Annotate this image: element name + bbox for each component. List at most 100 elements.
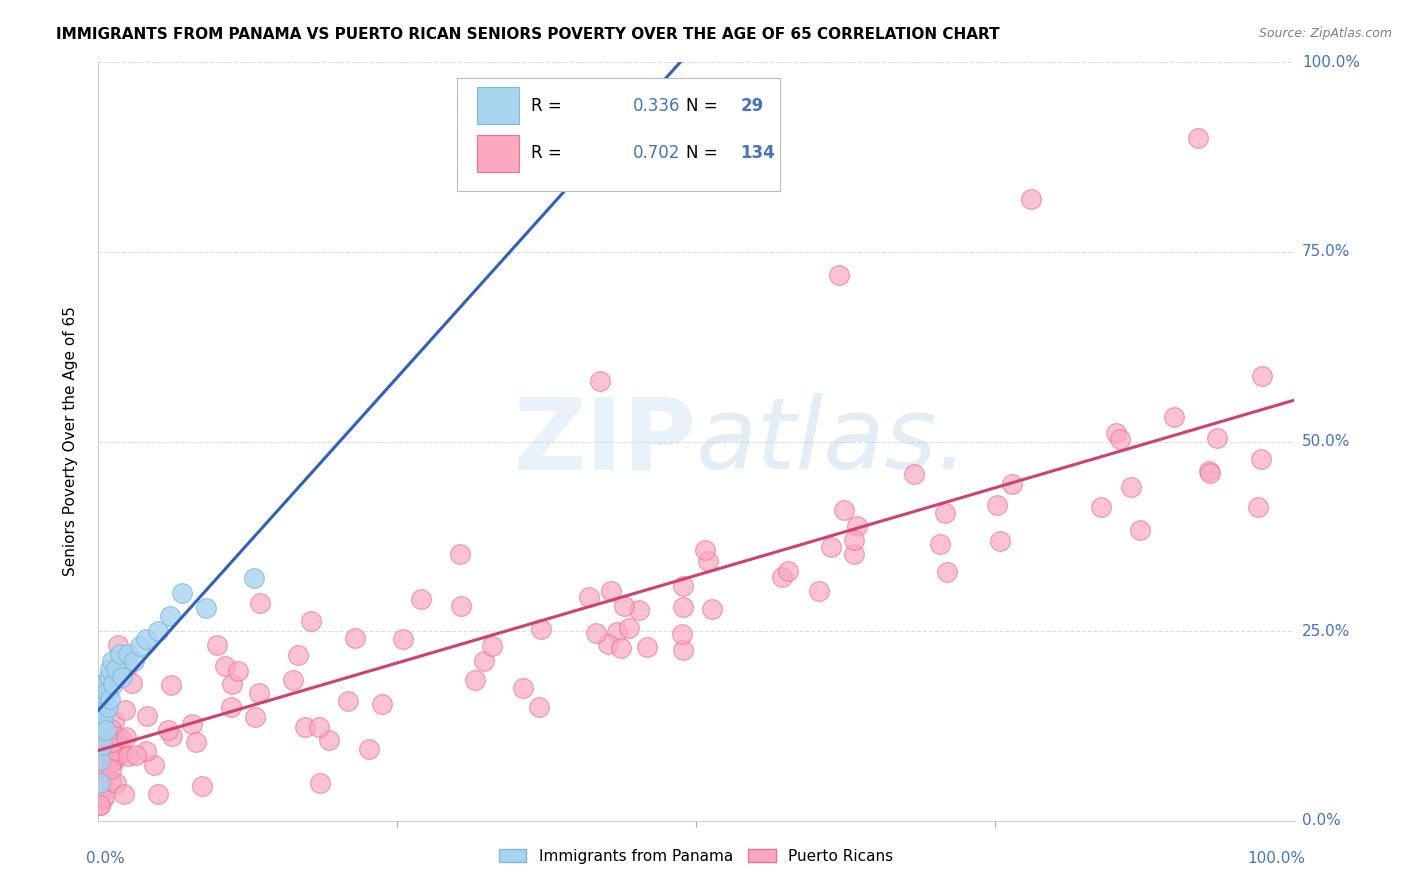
Point bbox=[988, 533, 1011, 548]
Point bbox=[129, 639, 152, 653]
Point bbox=[842, 548, 865, 562]
Point bbox=[820, 540, 842, 554]
Point bbox=[219, 700, 242, 714]
Point bbox=[90, 714, 112, 729]
Point bbox=[1199, 466, 1222, 480]
Point bbox=[832, 503, 855, 517]
Point bbox=[299, 614, 322, 628]
Point bbox=[143, 758, 166, 772]
Point bbox=[700, 602, 723, 616]
Point bbox=[93, 677, 115, 691]
Point bbox=[105, 739, 128, 753]
Point bbox=[172, 586, 194, 600]
Point bbox=[124, 655, 146, 669]
Point bbox=[100, 722, 122, 736]
Point bbox=[336, 694, 359, 708]
Point bbox=[148, 624, 170, 639]
Point bbox=[195, 601, 218, 615]
Point bbox=[610, 640, 633, 655]
Point bbox=[90, 723, 112, 737]
Point bbox=[103, 714, 125, 728]
Point bbox=[93, 707, 115, 722]
Bar bbox=[477, 136, 519, 171]
Point bbox=[1198, 464, 1220, 478]
FancyBboxPatch shape bbox=[457, 78, 780, 191]
Point bbox=[226, 664, 249, 678]
Point bbox=[90, 735, 112, 749]
Point bbox=[89, 753, 111, 767]
Text: N =: N = bbox=[686, 145, 723, 162]
Text: N =: N = bbox=[686, 96, 723, 115]
Point bbox=[111, 746, 134, 760]
Point bbox=[135, 744, 157, 758]
Point bbox=[90, 729, 112, 743]
Point bbox=[103, 732, 125, 747]
Point bbox=[1129, 523, 1152, 537]
Point bbox=[146, 787, 169, 801]
Point bbox=[100, 735, 122, 749]
Point bbox=[1001, 477, 1024, 491]
Point bbox=[776, 564, 799, 578]
Point bbox=[392, 632, 415, 646]
Point bbox=[409, 591, 432, 606]
Point bbox=[1019, 192, 1042, 206]
Point bbox=[117, 748, 139, 763]
Point bbox=[89, 684, 111, 698]
Point bbox=[159, 608, 181, 623]
Point bbox=[1187, 131, 1209, 145]
Point bbox=[807, 583, 830, 598]
Text: 0.702: 0.702 bbox=[633, 145, 681, 162]
Point bbox=[449, 547, 471, 561]
Point bbox=[90, 699, 112, 714]
Point bbox=[205, 638, 228, 652]
Point bbox=[104, 776, 127, 790]
Point bbox=[464, 673, 486, 687]
Point bbox=[627, 603, 650, 617]
Point bbox=[636, 640, 658, 654]
Point bbox=[90, 737, 112, 751]
Point bbox=[89, 721, 111, 735]
Point bbox=[104, 729, 127, 743]
Point bbox=[1206, 432, 1229, 446]
Point bbox=[184, 734, 207, 748]
Point bbox=[481, 640, 503, 654]
Bar bbox=[477, 87, 519, 124]
Point bbox=[846, 519, 869, 533]
Point bbox=[770, 570, 793, 584]
Point bbox=[91, 792, 114, 806]
Point bbox=[935, 566, 957, 580]
Point bbox=[929, 537, 952, 551]
Text: 25.0%: 25.0% bbox=[1302, 624, 1350, 639]
Point bbox=[357, 741, 380, 756]
Point bbox=[108, 647, 131, 661]
Point bbox=[1163, 410, 1185, 425]
Point bbox=[589, 374, 612, 388]
Point bbox=[585, 626, 607, 640]
Point bbox=[181, 717, 204, 731]
Point bbox=[93, 778, 115, 792]
Point bbox=[111, 669, 134, 683]
Point bbox=[343, 631, 366, 645]
Point bbox=[101, 755, 124, 769]
Point bbox=[243, 709, 266, 723]
Text: 100.0%: 100.0% bbox=[1302, 55, 1360, 70]
Point bbox=[842, 533, 865, 547]
Point bbox=[98, 662, 122, 676]
Point bbox=[89, 707, 111, 722]
Text: atlas.: atlas. bbox=[696, 393, 969, 490]
Point bbox=[89, 713, 111, 727]
Point bbox=[125, 747, 148, 762]
Point bbox=[114, 703, 136, 717]
Point bbox=[986, 498, 1008, 512]
Point bbox=[91, 715, 114, 730]
Point bbox=[105, 662, 128, 676]
Point bbox=[600, 584, 623, 599]
Point bbox=[294, 720, 316, 734]
Legend: Immigrants from Panama, Puerto Ricans: Immigrants from Panama, Puerto Ricans bbox=[494, 843, 898, 870]
Point bbox=[578, 591, 600, 605]
Point bbox=[318, 733, 340, 747]
Point bbox=[93, 789, 115, 804]
Point bbox=[107, 638, 129, 652]
Point bbox=[90, 748, 112, 763]
Point bbox=[1108, 432, 1130, 446]
